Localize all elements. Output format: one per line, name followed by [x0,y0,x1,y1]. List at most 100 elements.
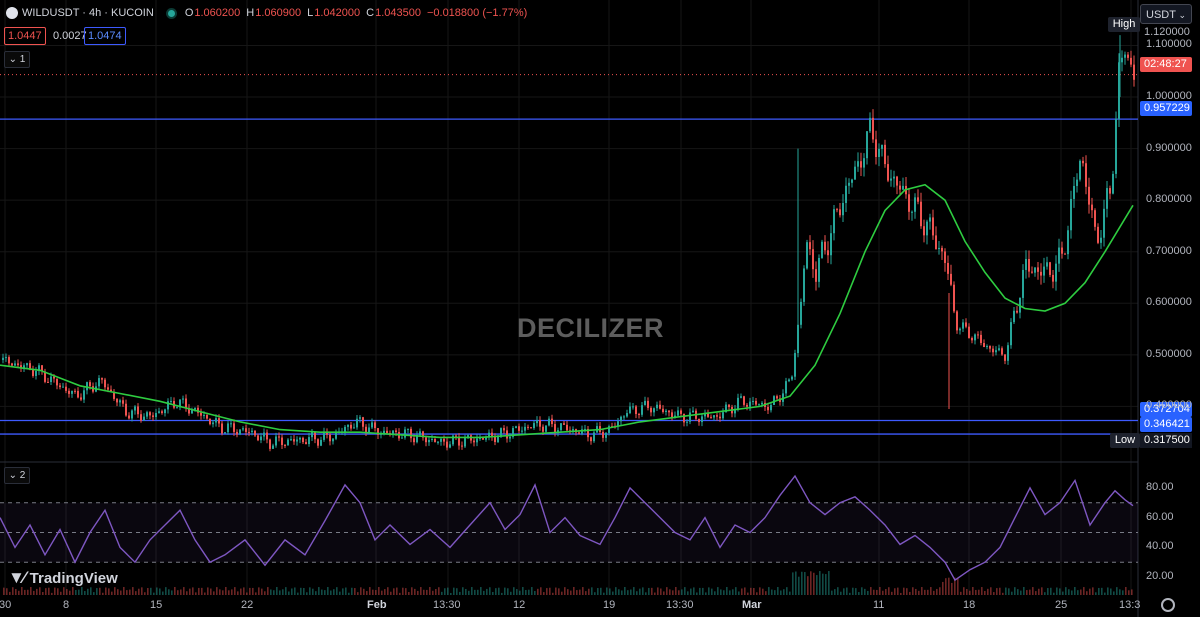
volume-bar [273,590,275,595]
candle [503,428,505,431]
candle [590,437,592,442]
volume-bar [693,587,695,595]
volume-bar [663,591,665,595]
volume-bar [678,590,680,595]
symbol-icon [6,7,18,19]
candle [809,242,811,250]
volume-bar [669,589,671,595]
volume-bar [288,591,290,595]
low-price-label: 0.317500 [1140,433,1192,448]
candle [1052,274,1054,282]
volume-bar [888,587,890,595]
volume-bar [939,587,941,595]
settings-icon[interactable] [1161,598,1175,612]
candle [323,431,325,440]
volume-bar [276,587,278,595]
pane1-collapse-button[interactable]: ⌄ 1 [4,51,30,68]
volume-bar [384,589,386,595]
candle [806,242,808,269]
candle [476,438,478,443]
volume-bar [819,571,821,595]
volume-bar [513,587,515,595]
volume-bar [102,592,104,595]
volume-bar [648,587,650,595]
rsi-tick-label: 40.00 [1146,540,1174,553]
tradingview-logo[interactable]: ▼⁄ TradingView [8,568,118,588]
volume-bar [780,590,782,595]
tradingview-icon: ▼⁄ [8,568,26,587]
volume-bar [615,587,617,595]
candle [437,441,439,443]
candle [1037,267,1039,272]
volume-bar [1059,588,1061,595]
candle [473,440,475,443]
candle [410,428,412,439]
candle [38,365,40,371]
candle [1040,271,1042,276]
candle [524,426,526,431]
candle [803,268,805,302]
candle [707,413,709,417]
low-value: 1.042000 [314,7,361,19]
volume-bar [429,587,431,595]
volume-bar [450,592,452,595]
volume-bar [117,589,119,595]
volume-bar [255,592,257,595]
candle [191,409,193,414]
price-tick-label: 1.000000 [1146,90,1192,103]
volume-bar [531,587,533,595]
candle [260,436,262,441]
candle [308,437,310,445]
candle [110,389,112,393]
volume-bar [1071,590,1073,595]
volume-bar [546,588,548,595]
pane2-collapse-button[interactable]: ⌄ 2 [4,467,30,484]
candle [56,378,58,386]
volume-bar [165,587,167,595]
volume-bar [1125,587,1127,595]
volume-bar [510,591,512,595]
currency-select[interactable]: USDT ⌄ [1140,4,1192,24]
volume-bar [549,587,551,595]
candle [929,217,931,222]
candle [719,416,721,419]
volume-bar [372,589,374,595]
candle [125,403,127,416]
volume-bar [267,587,269,595]
volume-bar [315,591,317,595]
candle [1004,354,1006,361]
volume-bar [222,590,224,595]
candle [53,376,55,379]
volume-bar [864,588,866,595]
ask-price-button[interactable]: 1.0474 [84,27,126,45]
candle [950,273,952,285]
candle [689,412,691,422]
volume-bar [1062,591,1064,595]
volume-bar [1110,588,1112,595]
bid-price-button[interactable]: 1.0447 [4,27,46,45]
volume-bar [741,588,743,595]
candle [977,334,979,336]
candle [347,424,349,427]
candle [1115,118,1117,174]
volume-bar [186,591,188,595]
candle [188,407,190,414]
volume-bar [399,592,401,595]
candle [635,406,637,415]
candle [305,442,307,445]
volume-bar [213,591,215,595]
volume-bar [72,587,74,595]
volume-bar [537,588,539,595]
volume-bar [810,571,812,595]
volume-bar [459,591,461,595]
symbol-title[interactable]: WILDUSDT · 4h · KUCOIN [22,7,154,19]
candle [29,363,31,370]
candle [149,412,151,416]
volume-bar [306,592,308,595]
candle [521,430,523,432]
volume-bar [765,591,767,595]
volume-bar [792,572,794,595]
volume-bar [63,587,65,595]
candle [14,363,16,366]
